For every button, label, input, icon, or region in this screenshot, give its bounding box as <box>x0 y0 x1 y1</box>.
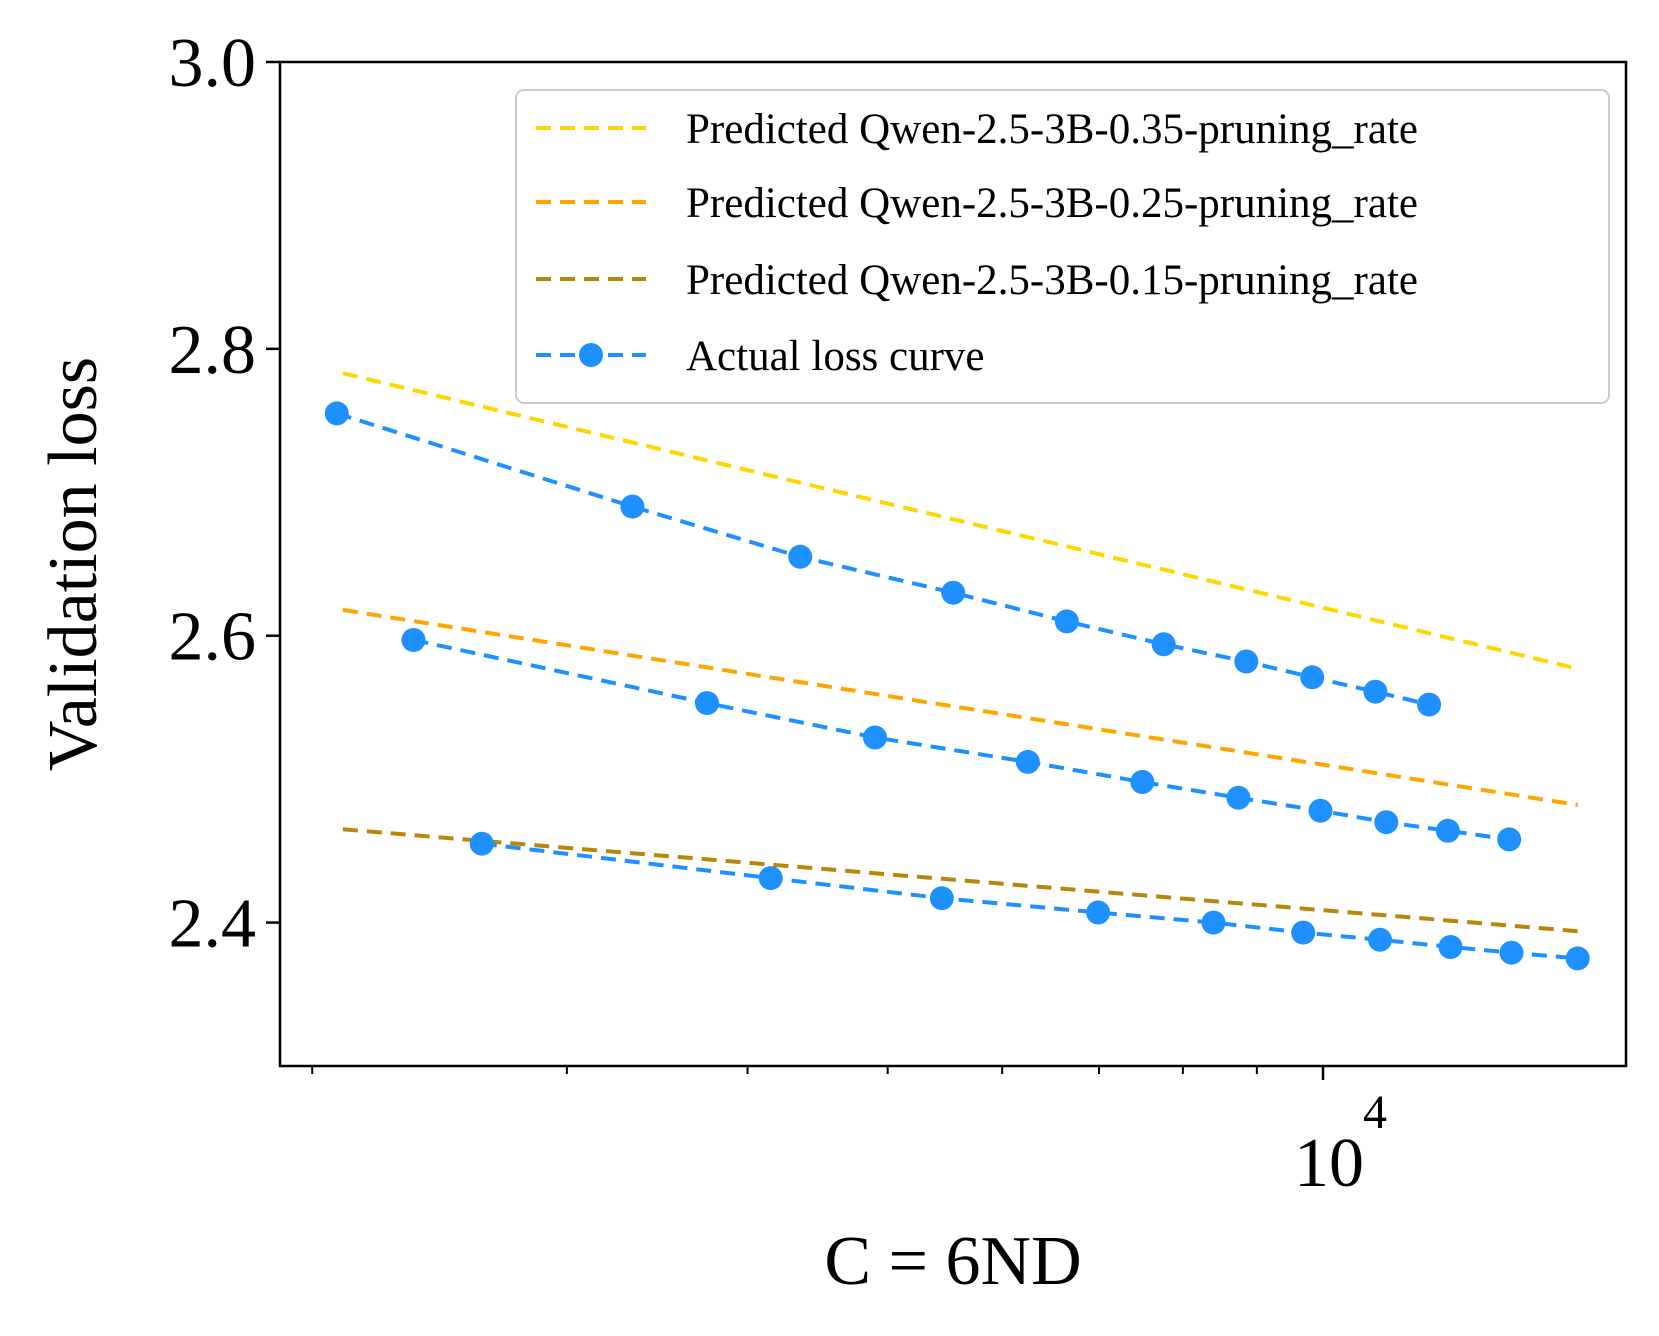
actual-line-1 <box>413 638 1510 842</box>
actual-point <box>1015 749 1040 774</box>
actual-point <box>1499 940 1524 965</box>
actual-point <box>1497 827 1522 852</box>
actual-point <box>1291 920 1316 945</box>
x-tick-label-base: 10 <box>1294 1125 1364 1202</box>
actual-point <box>1374 810 1399 835</box>
legend: Predicted Qwen-2.5-3B-0.35-pruning_rate … <box>515 89 1610 404</box>
actual-point <box>1234 649 1259 674</box>
predicted-line-0 <box>342 371 1579 671</box>
actual-point <box>1151 632 1176 657</box>
series-layer <box>324 371 1590 971</box>
x-axis-title: C = 6ND <box>824 1223 1081 1300</box>
legend-label-actual: Actual loss curve <box>686 333 985 380</box>
actual-point <box>1363 679 1388 704</box>
actual-point <box>1054 609 1079 634</box>
actual-point <box>863 725 887 750</box>
actual-point <box>695 691 719 716</box>
actual-point <box>620 494 645 519</box>
actual-point <box>1226 785 1251 810</box>
legend-label-015: Predicted Qwen-2.5-3B-0.15-pruning_rate <box>686 257 1418 304</box>
actual-point <box>1086 900 1111 925</box>
y-tick-label: 2.4 <box>169 886 257 963</box>
actual-point <box>1438 935 1463 959</box>
actual-point <box>1435 818 1460 843</box>
legend-label-035: Predicted Qwen-2.5-3B-0.35-pruning_rate <box>686 106 1418 153</box>
actual-point <box>758 866 783 891</box>
actual-point <box>1201 910 1226 935</box>
plot-frame <box>278 60 1628 1068</box>
actual-point <box>1565 946 1590 971</box>
actual-point <box>929 886 954 911</box>
actual-point <box>1300 665 1325 690</box>
actual-point <box>469 831 494 856</box>
legend-marker-actual <box>579 343 603 367</box>
actual-point <box>1308 798 1333 823</box>
actual-point <box>788 544 813 569</box>
predicted-line-2 <box>342 827 1578 934</box>
y-tick-label: 2.8 <box>169 312 257 389</box>
y-axis-title: Validation loss <box>35 357 112 771</box>
y-tick-label: 2.6 <box>169 599 257 676</box>
actual-line-2 <box>481 841 1578 961</box>
x-tick-label-exponent: 4 <box>1363 1086 1387 1139</box>
legend-box <box>515 89 1610 404</box>
predicted-line-1 <box>342 607 1579 807</box>
y-axis-ticks: 2.4 2.6 2.8 3.0 <box>169 25 280 963</box>
actual-point <box>941 580 966 605</box>
actual-point <box>1417 692 1442 717</box>
x-axis-ticks: 104 <box>311 1066 1387 1202</box>
actual-line-0 <box>336 411 1430 707</box>
legend-label-025: Predicted Qwen-2.5-3B-0.25-pruning_rate <box>686 180 1418 227</box>
actual-point <box>324 401 349 426</box>
actual-point <box>1130 770 1155 794</box>
actual-point <box>1368 927 1392 952</box>
actual-point <box>401 628 426 652</box>
y-tick-label: 3.0 <box>169 25 257 102</box>
